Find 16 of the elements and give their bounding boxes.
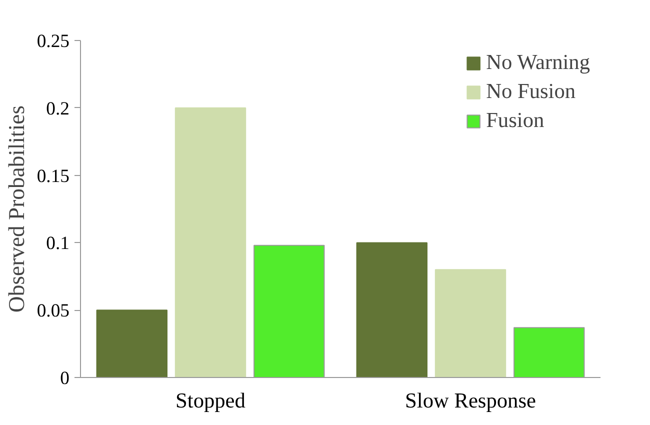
y-tick-label: 0.05 (36, 300, 70, 322)
legend-label: No Warning (486, 50, 590, 75)
y-tick-label: 0.1 (46, 233, 70, 254)
legend-label: Fusion (486, 108, 544, 133)
y-tick-label: 0.25 (36, 31, 70, 52)
y-tick-label: 0 (60, 368, 70, 389)
bar (434, 269, 506, 378)
y-tick-label: 0.2 (46, 98, 70, 120)
bar (174, 107, 246, 378)
y-tick-label: 0.15 (36, 166, 70, 187)
y-axis-title: Observed Probabilities (4, 105, 29, 313)
legend-label: No Fusion (486, 79, 576, 104)
x-tick-label: Stopped (176, 388, 246, 412)
bar (356, 242, 428, 378)
x-tick-label: Slow Response (405, 388, 536, 412)
bar (96, 310, 168, 378)
